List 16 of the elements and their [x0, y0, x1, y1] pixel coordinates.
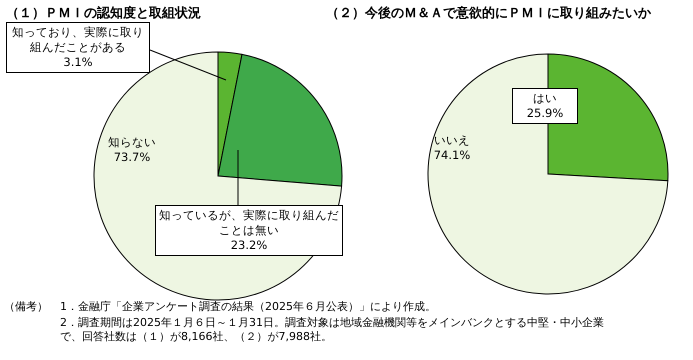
- data-label: 25.9%: [526, 106, 564, 121]
- slice-label: はい: [532, 91, 558, 106]
- chart-title: （２）今後のＭ＆Ａで意欲的にＰＭＩに取り組みたいか: [326, 4, 651, 22]
- slice-label: いいえ: [433, 133, 471, 148]
- pie-slice: [428, 54, 668, 294]
- text: 2．調査期間は2025年１月６日～１月31日。調査対象は地域金融機関等をメインバンクとする中堅・中小企業で、回答社数は（１）が8,166社、（２）が7,988社。: [60, 316, 605, 344]
- slice-label: 知らない: [107, 135, 157, 150]
- slice-label: 知っており、実際に取り組んだことがある: [11, 25, 145, 55]
- slice-label: 知っているが、実際に取り組んだことは無い: [159, 208, 339, 238]
- data-label: 74.1%: [432, 148, 472, 163]
- chart-title: （１）ＰＭＩの認知度と取組状況: [6, 4, 201, 22]
- text: 1．金融庁「企業アンケート調査の結果（2025年６月公表）」により作成。: [60, 300, 437, 314]
- data-label: 23.2%: [230, 238, 268, 253]
- data-label: 3.1%: [62, 55, 94, 70]
- data-label: 73.7%: [112, 150, 152, 165]
- text: （備考）: [4, 300, 48, 314]
